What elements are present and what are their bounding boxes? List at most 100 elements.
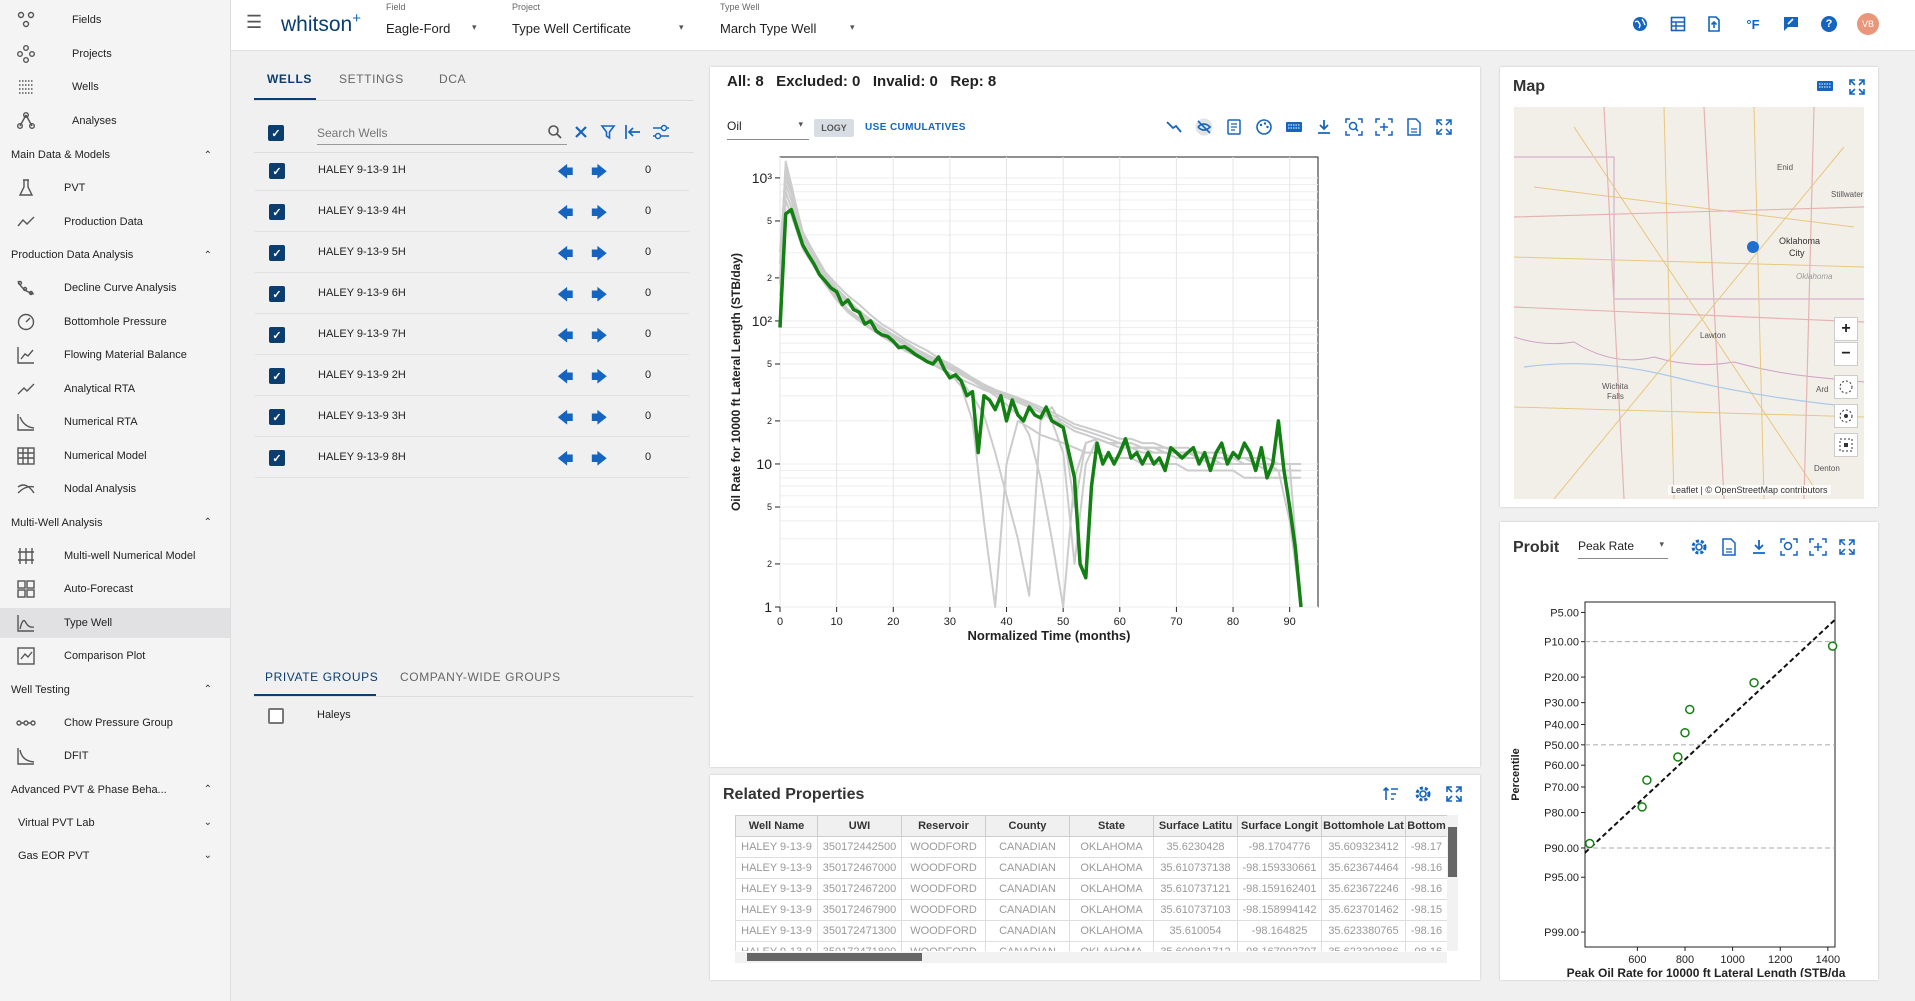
map-view[interactable]: Enid Stillwater Oklahoma City Oklahoma L…: [1514, 107, 1864, 499]
well-row[interactable]: ✓ HALEY 9-13-9 4H 🡄 🡆 0: [255, 191, 689, 232]
well-checkbox[interactable]: ✓: [269, 450, 285, 466]
column-header[interactable]: Reservoir: [901, 815, 986, 837]
table-row[interactable]: HALEY 9-13-9350172471800WOODFORDCANADIAN…: [735, 941, 1447, 951]
zoom-select-icon[interactable]: [1780, 538, 1798, 561]
clear-icon[interactable]: [573, 124, 589, 145]
well-checkbox[interactable]: ✓: [269, 286, 285, 302]
sidebar-item-wells[interactable]: Wells: [0, 72, 230, 102]
production-chart[interactable]: 0 10 20 30 40 50 60 70 80 90 10³ 5 2 10² 5 2 10 5 2 1 Normal…: [710, 137, 1480, 767]
palette-icon[interactable]: [1253, 116, 1275, 138]
arrow-right-icon[interactable]: 🡆: [591, 410, 608, 427]
sidebar-item-numerical-rta[interactable]: Numerical RTA: [0, 407, 230, 437]
feedback-icon[interactable]: [1780, 13, 1802, 35]
search-wells-input[interactable]: [317, 121, 567, 145]
arrow-right-icon[interactable]: 🡆: [591, 369, 608, 386]
zoom-select-icon[interactable]: [1343, 116, 1365, 138]
scroll-thumb[interactable]: [747, 953, 922, 961]
export-file-icon[interactable]: [1403, 116, 1425, 138]
sidebar-item-bottomhole-pressure[interactable]: Bottomhole Pressure: [0, 307, 230, 337]
arrow-right-icon[interactable]: 🡆: [591, 451, 608, 468]
table-row[interactable]: HALEY 9-13-9 350172467900 WOODFORD CANADIAN…: [735, 899, 1447, 921]
tab-private-groups[interactable]: PRIVATE GROUPS: [265, 670, 379, 684]
sidebar-item-decline-curve-analysis[interactable]: Decline Curve Analysis: [0, 273, 230, 303]
avatar[interactable]: VB: [1857, 13, 1879, 35]
well-checkbox[interactable]: ✓: [269, 245, 285, 261]
sidebar-item-collapsed[interactable]: Virtual PVT Lab ⌄: [0, 808, 230, 838]
well-marker[interactable]: [1747, 241, 1759, 253]
table-row[interactable]: HALEY 9-13-9 350172467000 WOODFORD CANADIAN…: [735, 857, 1447, 879]
keyboard-icon[interactable]: [1283, 116, 1305, 138]
autoscale-icon[interactable]: [1373, 116, 1395, 138]
lasso-select-icon[interactable]: [1834, 375, 1858, 399]
table-row[interactable]: HALEY 9-13-9 350172467200 WOODFORD CANADIAN…: [735, 878, 1447, 900]
scroll-thumb[interactable]: [1448, 827, 1457, 877]
column-header[interactable]: State: [1069, 815, 1154, 837]
sidebar-item-analyses[interactable]: Analyses: [0, 106, 230, 136]
arrow-left-icon[interactable]: 🡄: [557, 410, 574, 427]
column-header[interactable]: UWI: [817, 815, 902, 837]
well-row[interactable]: ✓ HALEY 9-13-9 7H 🡄 🡆 0: [255, 314, 689, 355]
sidebar-section-header[interactable]: Advanced PVT & Phase Beha... ⌃: [0, 775, 230, 805]
arrow-right-icon[interactable]: 🡆: [591, 246, 608, 263]
table-row[interactable]: HALEY 9-13-9 350172471300 WOODFORD CANADIAN…: [735, 920, 1447, 942]
well-checkbox[interactable]: ✓: [269, 409, 285, 425]
probit-chart[interactable]: P5.00 P10.00 P20.00 P30.00 P40.00 P50.00 P60.0…: [1500, 567, 1878, 977]
well-row[interactable]: ✓ HALEY 9-13-9 5H 🡄 🡆 0: [255, 232, 689, 273]
horizontal-scrollbar[interactable]: [735, 952, 1447, 963]
well-checkbox[interactable]: ✓: [269, 204, 285, 220]
sidebar-item-pvt[interactable]: PVT: [0, 173, 230, 203]
use-cumulatives-button[interactable]: USE CUMULATIVES: [865, 122, 966, 133]
logy-toggle[interactable]: LOGY: [814, 119, 854, 137]
gear-icon[interactable]: [1414, 785, 1434, 805]
sort-icon[interactable]: [1382, 785, 1402, 805]
export-file-icon[interactable]: [1720, 538, 1738, 561]
column-header[interactable]: Surface Latitu: [1153, 815, 1238, 837]
fullscreen-icon[interactable]: [1445, 785, 1465, 805]
tab-wells[interactable]: WELLS: [267, 72, 312, 86]
arrow-left-icon[interactable]: 🡄: [557, 369, 574, 386]
sidebar-item-flowing-material-balance[interactable]: Flowing Material Balance: [0, 340, 230, 370]
sidebar-section-header[interactable]: Production Data Analysis ⌃: [0, 240, 230, 270]
menu-icon[interactable]: ☰: [246, 12, 263, 32]
sidebar-item-type-well[interactable]: Type Well: [0, 607, 230, 638]
arrow-left-icon[interactable]: 🡄: [557, 205, 574, 222]
logo[interactable]: whitson+: [281, 10, 361, 37]
sidebar-item-multi-well-numerical-model[interactable]: Multi-well Numerical Model: [0, 541, 230, 571]
column-header[interactable]: Bottom: [1405, 815, 1447, 837]
arrow-left-icon[interactable]: 🡄: [557, 328, 574, 345]
arrow-right-icon[interactable]: 🡆: [591, 205, 608, 222]
sidebar-item-collapsed[interactable]: Gas EOR PVT ⌄: [0, 841, 230, 871]
sidebar-item-auto-forecast[interactable]: Auto-Forecast: [0, 574, 230, 604]
arrow-left-icon[interactable]: 🡄: [557, 287, 574, 304]
well-checkbox[interactable]: ✓: [269, 327, 285, 343]
tab-dca[interactable]: DCA: [439, 72, 467, 86]
temperature-unit-icon[interactable]: °F: [1746, 16, 1760, 32]
download-icon[interactable]: [1313, 116, 1335, 138]
filter-icon[interactable]: [600, 124, 616, 145]
sidebar-section-header[interactable]: Main Data & Models ⌃: [0, 140, 230, 170]
search-icon[interactable]: [547, 124, 563, 145]
zoom-out-button[interactable]: −: [1834, 342, 1858, 366]
help-icon[interactable]: ?: [1818, 13, 1840, 35]
keyboard-icon[interactable]: [1816, 79, 1834, 98]
point-select-icon[interactable]: [1834, 404, 1858, 428]
well-row[interactable]: ✓ HALEY 9-13-9 2H 🡄 🡆 0: [255, 355, 689, 396]
table-row[interactable]: HALEY 9-13-9 350172442500 WOODFORD CANADIAN…: [735, 836, 1447, 858]
zoom-in-button[interactable]: +: [1834, 317, 1858, 341]
tune-icon[interactable]: [652, 124, 670, 145]
gear-icon[interactable]: [1690, 538, 1708, 561]
well-checkbox[interactable]: ✓: [269, 163, 285, 179]
well-row[interactable]: ✓ HALEY 9-13-9 1H 🡄 🡆 0: [255, 150, 689, 191]
phase-select[interactable]: Oil ▾: [727, 116, 809, 140]
arrow-right-icon[interactable]: 🡆: [591, 164, 608, 181]
sidebar-item-projects[interactable]: Projects: [0, 39, 230, 69]
arrow-left-icon[interactable]: 🡄: [557, 451, 574, 468]
well-row[interactable]: ✓ HALEY 9-13-9 6H 🡄 🡆 0: [255, 273, 689, 314]
box-select-icon[interactable]: [1834, 433, 1858, 457]
column-header[interactable]: Surface Longit: [1237, 815, 1322, 837]
trend-line-icon[interactable]: [1163, 116, 1185, 138]
sidebar-item-production-data[interactable]: Production Data: [0, 207, 230, 237]
collapse-left-icon[interactable]: [624, 124, 642, 145]
globe-icon[interactable]: [1629, 13, 1651, 35]
arrow-left-icon[interactable]: 🡄: [557, 246, 574, 263]
